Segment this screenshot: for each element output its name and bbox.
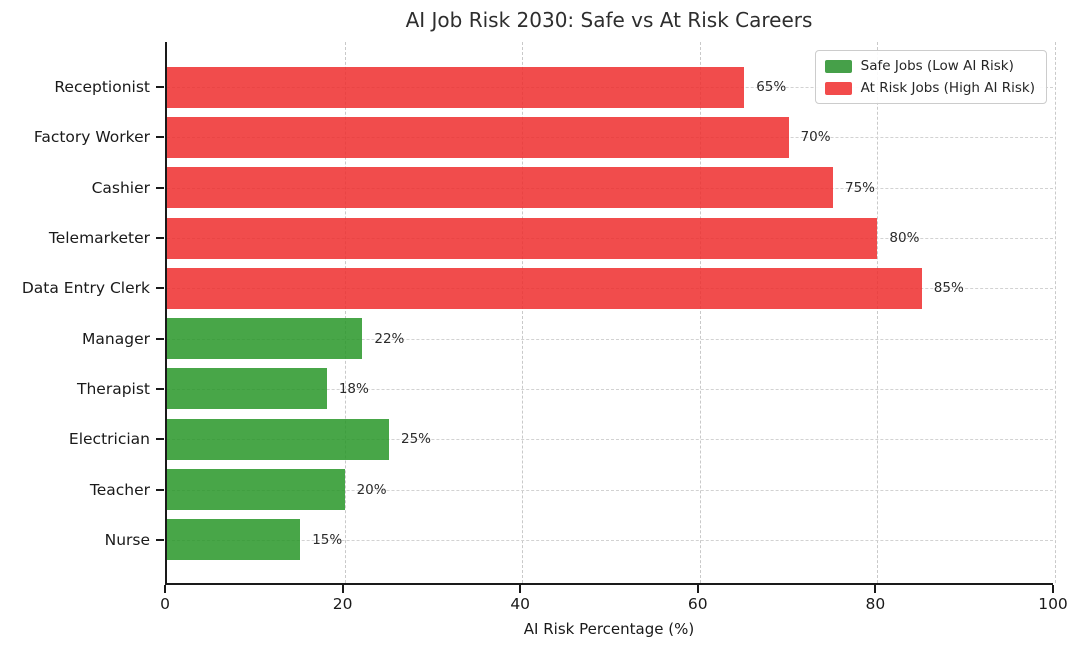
y-axis-label-nurse: Nurse [104,530,150,549]
y-axis-label-data-entry-clerk: Data Entry Clerk [21,279,150,298]
gridline-vertical-20 [344,42,346,583]
y-axis-label-factory-worker: Factory Worker [33,128,150,147]
legend-item-at-risk: At Risk Jobs (High AI Risk) [824,80,1035,96]
value-label-teacher: 20% [356,481,387,498]
bar-teacher [167,469,345,511]
y-tick-factory-worker [156,136,164,139]
x-tick-label-100: 100 [1038,595,1068,613]
x-tick-40 [519,585,522,593]
y-tick-receptionist [156,86,164,89]
y-tick-therapist [156,387,164,390]
y-axis-label-manager: Manager [82,329,150,348]
y-tick-cashier [156,186,164,189]
x-tick-label-40: 40 [510,595,531,613]
gridline-vertical-60 [699,42,701,583]
value-label-therapist: 18% [338,380,369,397]
gridline-vertical-100 [1055,42,1056,583]
gridline-horizontal-teacher [167,489,1053,491]
y-tick-data-entry-clerk [156,287,164,290]
x-tick-80 [874,585,877,593]
gridline-horizontal-electrician [167,439,1053,441]
legend-label-safe: Safe Jobs (Low AI Risk) [860,58,1014,74]
x-tick-20 [341,585,344,593]
bar-therapist [167,368,327,410]
x-tick-label-20: 20 [332,595,353,613]
y-tick-teacher [156,488,164,491]
legend-swatch-at-risk [824,81,852,95]
value-label-cashier: 75% [845,179,876,196]
y-axis-label-teacher: Teacher [89,480,150,499]
y-axis-label-therapist: Therapist [77,379,150,398]
chart-title: AI Job Risk 2030: Safe vs At Risk Career… [405,8,813,32]
value-label-receptionist: 65% [756,79,787,96]
x-tick-100 [1052,585,1054,593]
y-axis-label-electrician: Electrician [68,430,150,449]
bar-cashier [167,167,833,209]
value-label-nurse: 15% [312,531,343,548]
legend-label-at-risk: At Risk Jobs (High AI Risk) [860,80,1035,96]
x-tick-0 [164,585,166,593]
x-axis-title: AI Risk Percentage (%) [523,620,695,638]
y-axis-label-telemarketer: Telemarketer [48,229,150,248]
gridline-horizontal-nurse [167,539,1053,541]
value-label-factory-worker: 70% [800,129,831,146]
gridline-horizontal-manager [167,338,1053,340]
bar-factory-worker [167,116,789,158]
gridline-horizontal-therapist [167,388,1053,390]
x-tick-60 [696,585,699,593]
value-label-electrician: 25% [401,431,432,448]
legend-swatch-safe [824,59,852,73]
bar-receptionist [167,66,745,108]
x-tick-label-0: 0 [160,595,170,613]
bar-nurse [167,519,301,561]
value-label-data-entry-clerk: 85% [933,280,964,297]
y-tick-electrician [156,438,164,441]
bar-telemarketer [167,217,878,259]
y-tick-nurse [156,538,164,541]
gridline-vertical-80 [877,42,879,583]
plot-area: 65% 70% 75% 80% 85% 22% 18% 25% 20% 15% Safe Jobs… [165,42,1056,585]
y-tick-manager [156,337,164,340]
bar-manager [167,318,363,360]
y-axis-label-receptionist: Receptionist [54,78,150,97]
bar-electrician [167,418,389,460]
value-label-telemarketer: 80% [889,230,920,247]
gridline-vertical-40 [522,42,524,583]
value-label-manager: 22% [374,330,405,347]
y-axis-label-cashier: Cashier [91,178,150,197]
x-tick-label-80: 80 [865,595,886,613]
x-tick-label-60: 60 [687,595,708,613]
y-tick-telemarketer [156,237,164,240]
bar-data-entry-clerk [167,267,922,309]
legend: Safe Jobs (Low AI Risk) At Risk Jobs (Hi… [814,50,1047,104]
legend-item-safe: Safe Jobs (Low AI Risk) [824,58,1035,74]
